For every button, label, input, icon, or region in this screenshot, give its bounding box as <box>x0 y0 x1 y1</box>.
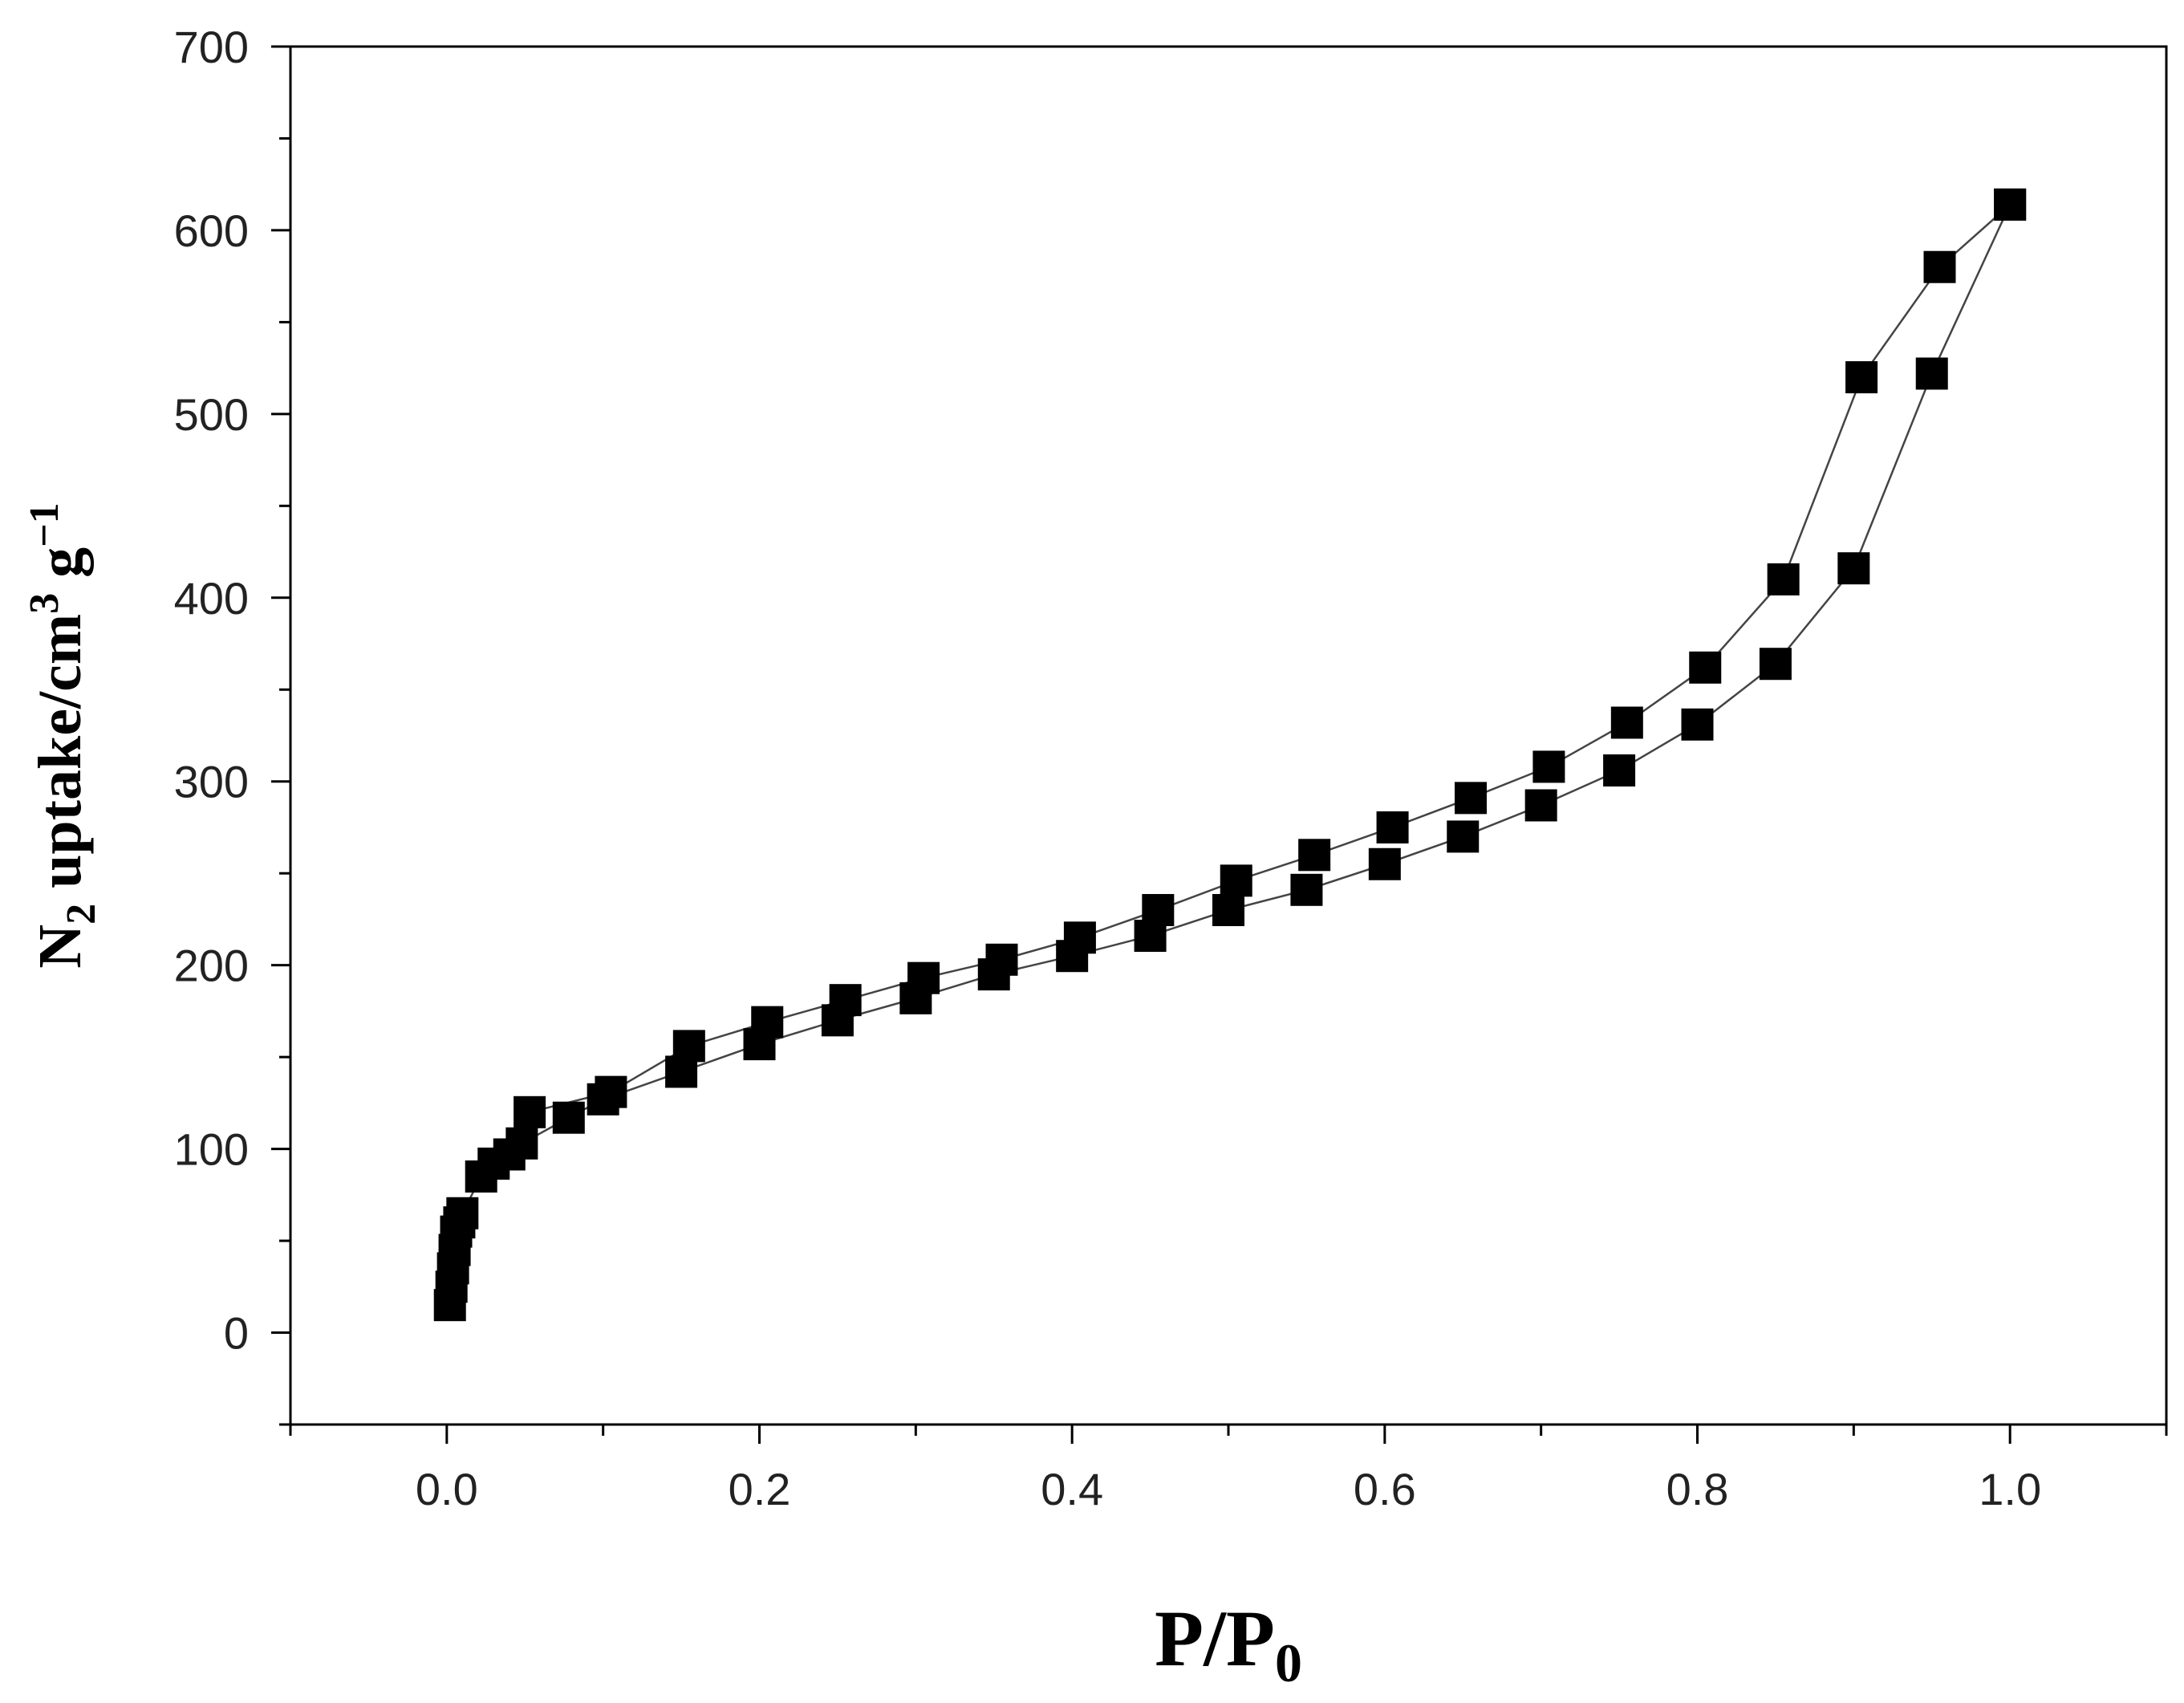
y-axis-title-sup1: 3 <box>22 593 67 614</box>
x-axis-title-sub: 0 <box>1275 1632 1302 1693</box>
series-1-point <box>1447 820 1480 853</box>
y-tick-label: 400 <box>174 573 249 624</box>
series-2-point <box>1298 839 1331 872</box>
y-tick-label: 300 <box>174 757 249 807</box>
series-2-point <box>907 961 940 994</box>
series-2-point <box>514 1095 546 1128</box>
series-markers <box>433 188 2027 1322</box>
series-2-point <box>1689 651 1722 684</box>
y-axis-title-sub: 2 <box>59 904 104 925</box>
y-tick-label: 100 <box>174 1124 249 1175</box>
series-1-line <box>449 204 2011 1306</box>
series-2-point <box>595 1075 627 1108</box>
y-tick-label: 0 <box>224 1308 249 1359</box>
series-1-point <box>1759 648 1792 681</box>
series-1-point <box>1212 893 1244 926</box>
series-1-point <box>1915 357 1948 390</box>
series-2-point <box>985 943 1018 976</box>
series-1-point <box>1603 754 1636 786</box>
series-2-point <box>829 984 862 1017</box>
series-2-point <box>1220 864 1252 897</box>
series-2-point <box>1767 563 1800 595</box>
series-2-point <box>1454 782 1487 815</box>
series-2-point <box>751 1006 784 1038</box>
x-tick-label: 1.0 <box>1979 1464 2041 1514</box>
series-1-point <box>1524 789 1557 822</box>
series-2-point <box>1610 706 1643 739</box>
x-axis-title-base: P/P <box>1155 1594 1275 1683</box>
series-1-point <box>1368 847 1401 880</box>
axis-tick-labels: 0.0 0.2 0.4 0.6 0.8 1.0 0 100 200 300 400 500 600 700 <box>174 22 2042 1514</box>
y-axis-title: N2 uptake/cm3 g−1 <box>22 502 104 969</box>
series-2-point <box>1376 811 1409 843</box>
axis-ticks <box>271 45 2168 1444</box>
series-2-point <box>1845 361 1878 394</box>
y-tick-label: 700 <box>174 22 249 72</box>
x-tick-label: 0.2 <box>729 1464 791 1514</box>
series-lines <box>449 203 2011 1306</box>
series-2-point <box>1923 250 1956 283</box>
y-axis-title-pre: N <box>26 925 94 969</box>
y-axis-title-sup2: −1 <box>22 502 67 547</box>
x-axis-title: P/P0 <box>1155 1594 1302 1693</box>
series-1-point <box>552 1101 585 1134</box>
series-2-point <box>1994 188 2027 221</box>
x-tick-label: 0.0 <box>416 1464 478 1514</box>
x-tick-label: 0.6 <box>1354 1464 1416 1514</box>
plot-frame <box>289 45 2168 1426</box>
series-2-point <box>1142 893 1175 926</box>
series-1-point <box>446 1197 479 1229</box>
y-axis-title-mid: uptake/cm <box>26 614 94 904</box>
series-2-point <box>1532 750 1565 783</box>
series-1-point <box>505 1127 538 1160</box>
series-1-point <box>1290 873 1323 906</box>
series-2-point <box>672 1030 705 1063</box>
series-1-point <box>1837 552 1870 585</box>
x-tick-label: 0.4 <box>1041 1464 1103 1514</box>
y-tick-label: 500 <box>174 389 249 440</box>
y-tick-label: 600 <box>174 205 249 256</box>
series-1-point <box>1681 708 1714 741</box>
x-tick-label: 0.8 <box>1666 1464 1729 1514</box>
y-tick-label: 200 <box>174 941 249 991</box>
y-axis-title-mid2: g <box>26 547 94 593</box>
series-2-point <box>1063 921 1096 954</box>
